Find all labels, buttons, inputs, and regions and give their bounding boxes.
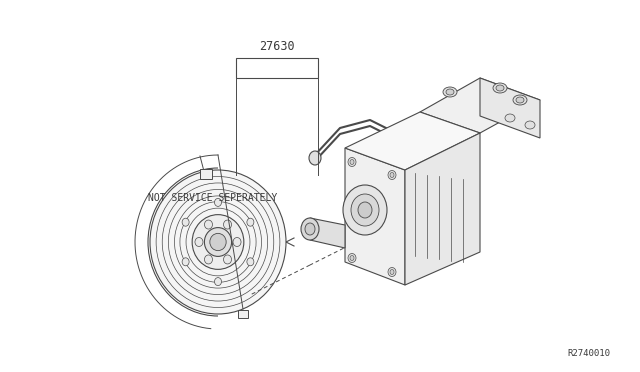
Ellipse shape [247, 258, 254, 266]
Ellipse shape [351, 194, 379, 226]
Bar [236, 58, 318, 78]
Ellipse shape [390, 173, 394, 177]
Ellipse shape [247, 218, 254, 226]
Ellipse shape [348, 253, 356, 263]
Ellipse shape [513, 95, 527, 105]
Polygon shape [310, 218, 345, 248]
Ellipse shape [348, 157, 356, 167]
Ellipse shape [150, 170, 286, 314]
Ellipse shape [305, 223, 315, 235]
Ellipse shape [343, 185, 387, 235]
Ellipse shape [233, 237, 241, 247]
Polygon shape [345, 112, 480, 170]
Ellipse shape [205, 220, 212, 229]
Ellipse shape [358, 202, 372, 218]
Ellipse shape [309, 151, 321, 165]
Ellipse shape [204, 228, 232, 256]
Ellipse shape [182, 218, 189, 226]
Ellipse shape [505, 114, 515, 122]
Ellipse shape [195, 237, 203, 247]
Ellipse shape [388, 170, 396, 180]
Ellipse shape [525, 121, 535, 129]
Ellipse shape [192, 215, 244, 269]
Polygon shape [420, 78, 540, 133]
Ellipse shape [301, 218, 319, 240]
Text: NOT SERVICE SEPERATELY: NOT SERVICE SEPERATELY [148, 193, 277, 203]
Ellipse shape [350, 160, 354, 164]
Ellipse shape [350, 256, 354, 260]
Ellipse shape [446, 89, 454, 95]
Ellipse shape [493, 83, 507, 93]
Text: R2740010: R2740010 [567, 349, 610, 358]
Text: 27630: 27630 [259, 40, 295, 53]
Ellipse shape [214, 198, 221, 206]
Ellipse shape [182, 258, 189, 266]
Ellipse shape [223, 220, 232, 229]
Ellipse shape [390, 269, 394, 275]
Ellipse shape [388, 267, 396, 276]
Polygon shape [405, 133, 480, 285]
Ellipse shape [516, 97, 524, 103]
Ellipse shape [443, 87, 457, 97]
Polygon shape [480, 78, 540, 138]
Ellipse shape [205, 255, 212, 264]
Ellipse shape [496, 85, 504, 91]
Ellipse shape [210, 233, 226, 251]
Bar [200, 169, 212, 179]
Ellipse shape [214, 278, 221, 286]
Polygon shape [345, 148, 405, 285]
Bar [238, 310, 248, 318]
Ellipse shape [223, 255, 232, 264]
